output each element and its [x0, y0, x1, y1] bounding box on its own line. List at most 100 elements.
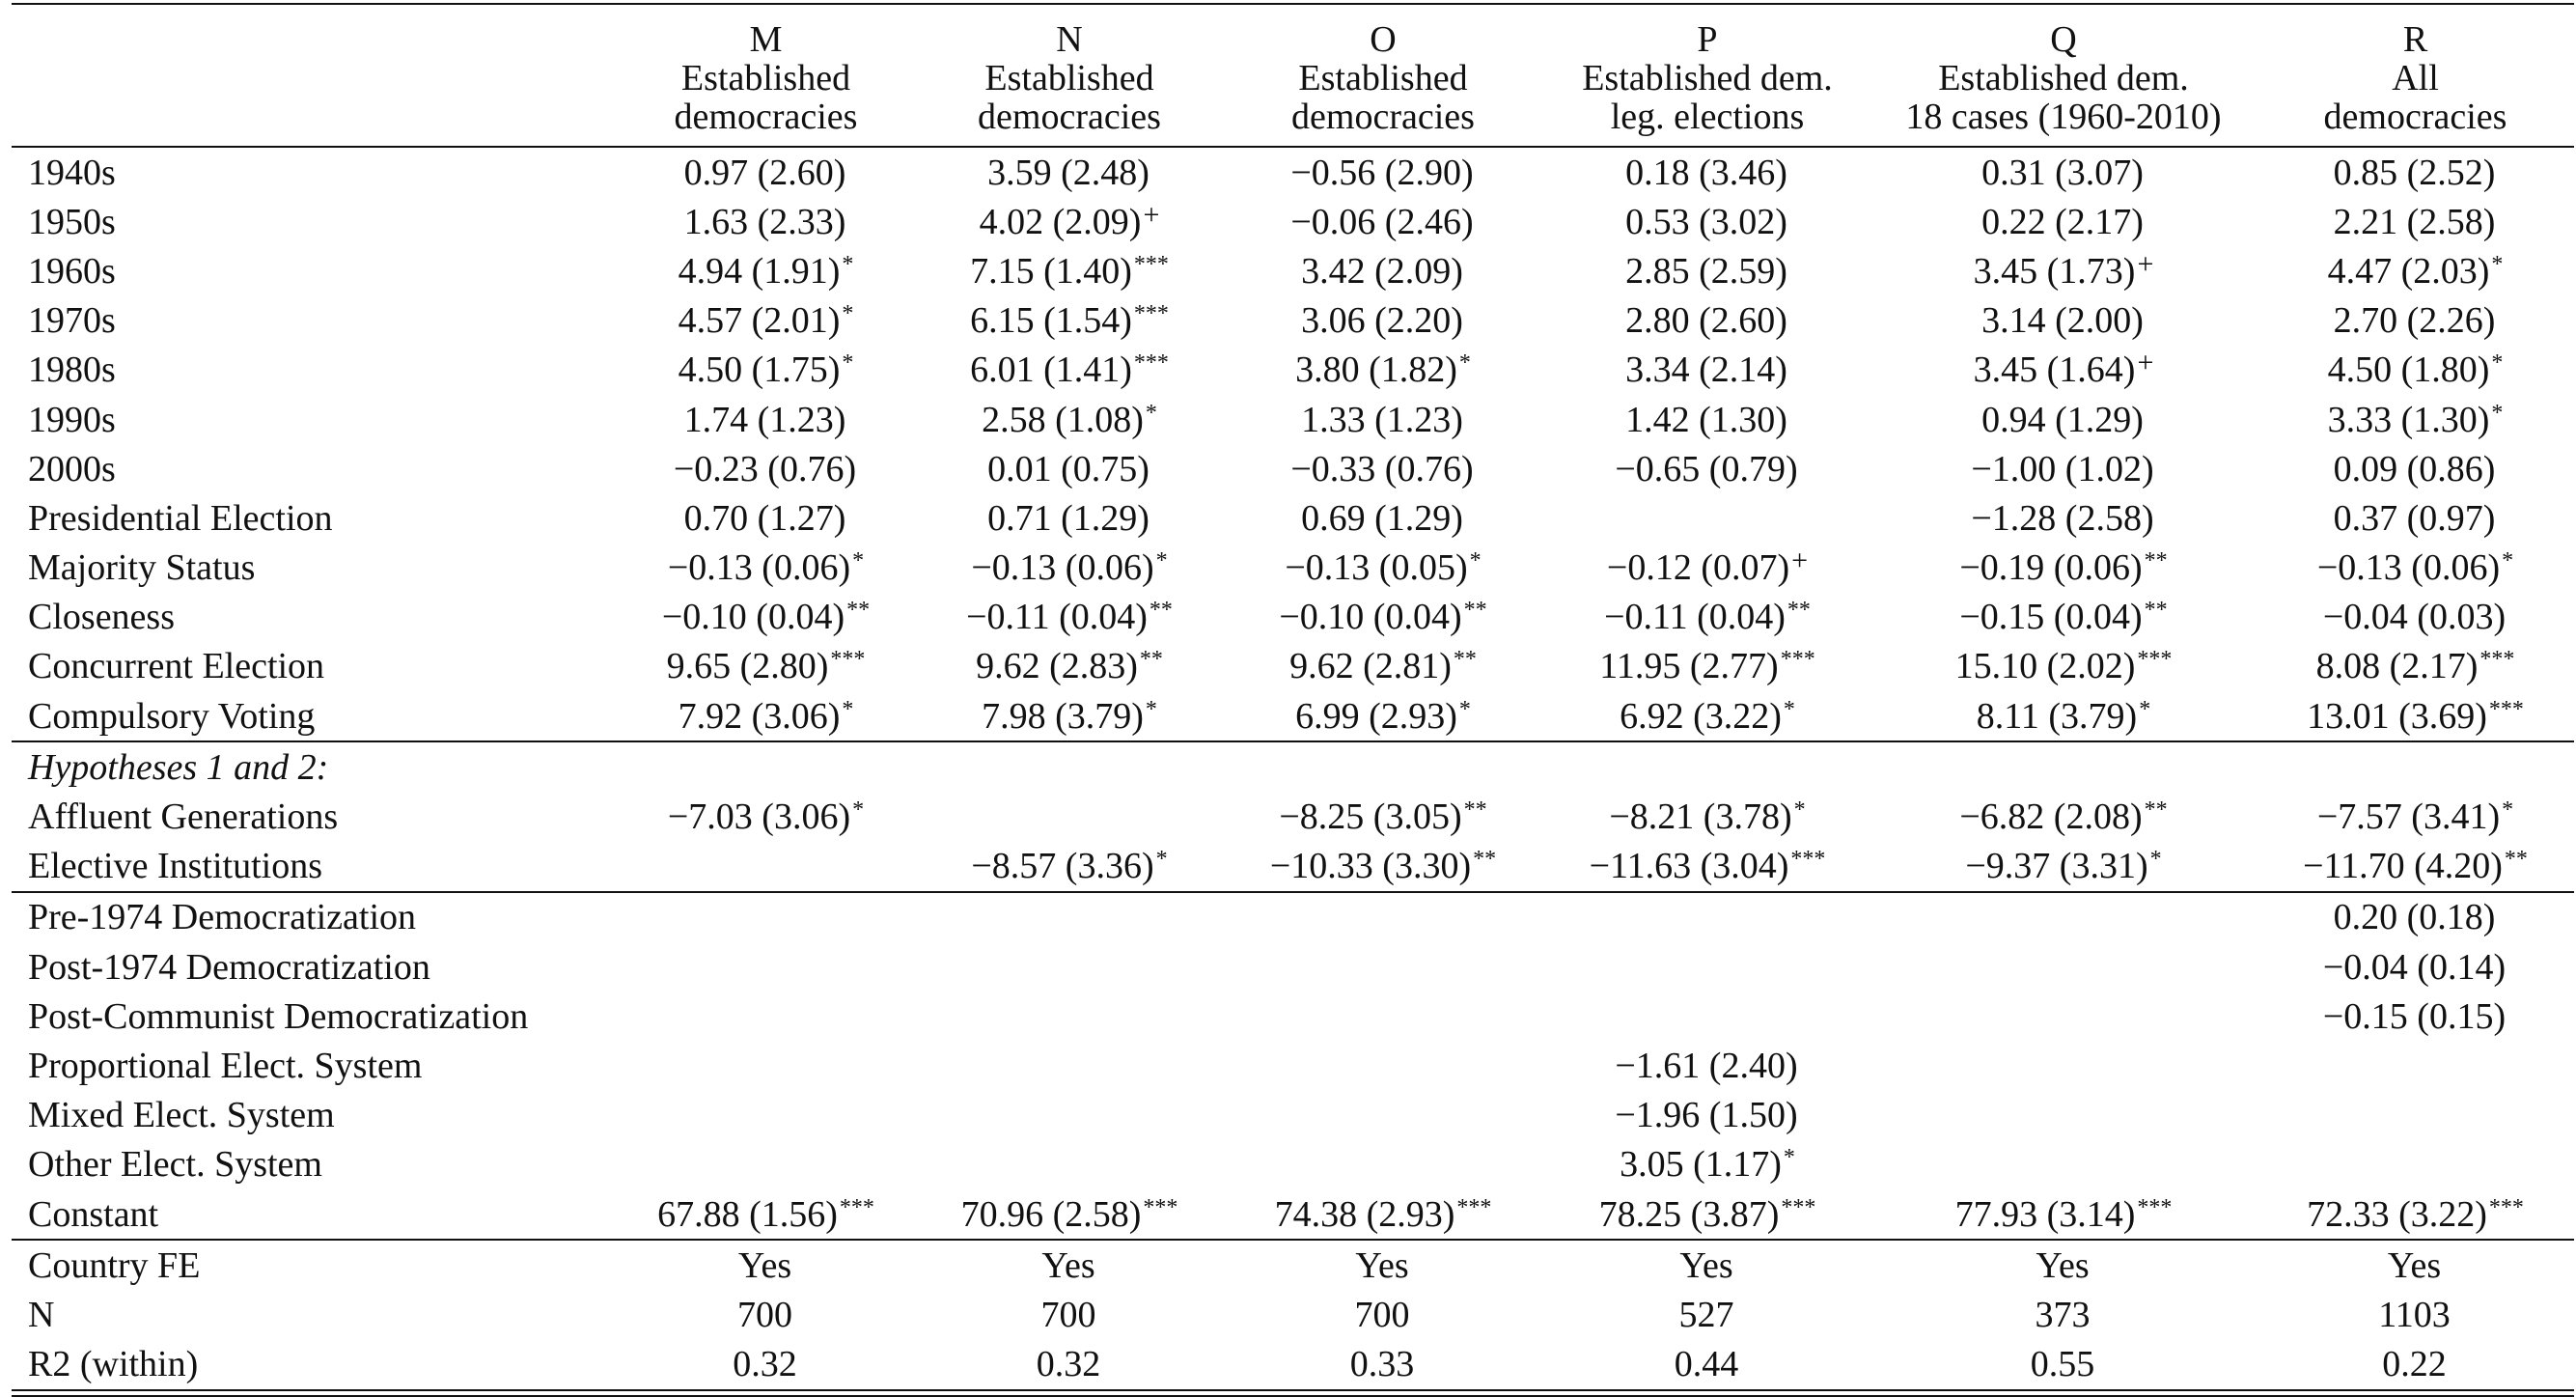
- table-cell: 6.92 (3.22)*: [1544, 691, 1870, 741]
- cell-content: [1382, 949, 1384, 986]
- column-header: M Established democracies: [615, 4, 917, 148]
- cell-content: 67.88 (1.56)***: [657, 1196, 874, 1233]
- table-cell: 2.70 (2.26): [2257, 296, 2574, 346]
- table-cell: [1222, 1140, 1544, 1189]
- column-title-line1: Established: [680, 58, 851, 98]
- cell-value: −0.13 (0.05): [1285, 547, 1468, 589]
- significance-marker: **: [1139, 647, 1163, 673]
- cell-content: 9.65 (2.80)***: [667, 648, 866, 685]
- cell-value: 6.15 (1.54): [970, 300, 1132, 342]
- cell-value: 9.62 (2.83): [976, 646, 1138, 687]
- cell-content: [2415, 749, 2417, 786]
- table-row: 2000s −0.23 (0.76) 0.01 (0.75) −0.33 (0.76)…: [12, 444, 2574, 493]
- column-title-line2: leg. elections: [1610, 97, 1805, 137]
- significance-marker: *: [2491, 350, 2504, 377]
- table-cell: [615, 1140, 917, 1189]
- cell-value: 3.06 (2.20): [1301, 300, 1463, 342]
- significance-marker: ***: [2488, 1194, 2524, 1220]
- cell-value: 4.57 (2.01): [678, 300, 841, 342]
- significance-marker: **: [1463, 598, 1487, 624]
- table-cell: 0.37 (0.97): [2257, 493, 2574, 543]
- regression-table: M Established democracies N Established …: [12, 3, 2574, 1391]
- column-title-line2: 18 cases (1960-2010): [1905, 97, 2222, 137]
- table-cell: −8.57 (3.36)*: [917, 842, 1222, 892]
- table-cell: [1544, 942, 1870, 992]
- table-cell: −0.15 (0.04)**: [1870, 593, 2257, 642]
- cell-value: 4.50 (1.80): [2327, 349, 2490, 391]
- cell-value: 11.95 (2.77): [1599, 646, 1779, 687]
- cell-value: 700: [1040, 1294, 1096, 1335]
- significance-marker: +: [1791, 545, 1809, 577]
- significance-marker: ***: [1456, 1194, 1492, 1220]
- table-cell: [2257, 1041, 2574, 1090]
- cell-value: 0.97 (2.60): [683, 152, 846, 193]
- cell-content: 0.22 (2.17): [1981, 204, 2146, 240]
- table-cell: 9.62 (2.81)**: [1222, 642, 1544, 691]
- cell-value: −9.37 (3.31): [1965, 846, 2148, 887]
- cell-content: 0.44: [1675, 1346, 1741, 1383]
- cell-value: 77.93 (3.14): [1954, 1193, 2136, 1235]
- table-cell: −6.82 (2.08)**: [1870, 792, 2257, 841]
- table-cell: −11.63 (3.04)***: [1544, 842, 1870, 892]
- column-title-line1: Established dem.: [1582, 58, 1833, 98]
- cell-value: −8.21 (3.78): [1609, 796, 1792, 838]
- table-cell: 1.74 (1.23): [615, 395, 917, 444]
- cell-content: [2063, 998, 2064, 1035]
- cell-content: 700: [1355, 1297, 1412, 1333]
- cell-content: 1.74 (1.23): [684, 402, 848, 438]
- cell-value: 0.32: [733, 1344, 797, 1385]
- cell-value: −0.12 (0.07): [1606, 547, 1790, 589]
- table-cell: Yes: [1544, 1239, 1870, 1291]
- table-cell: [615, 740, 917, 793]
- cell-value: 15.10 (2.02): [1954, 646, 2136, 687]
- table-cell: 0.94 (1.29): [1870, 395, 2257, 444]
- table-cell: 1103: [2257, 1290, 2574, 1339]
- cell-value: −10.33 (3.30): [1269, 846, 1472, 887]
- table-cell: 3.33 (1.30)*: [2257, 395, 2574, 444]
- cell-content: 4.47 (2.03)*: [2328, 253, 2504, 290]
- table-cell: 3.42 (2.09): [1222, 246, 1544, 295]
- table-cell: 1.42 (1.30): [1544, 395, 1870, 444]
- cell-value: 0.94 (1.29): [1981, 399, 2144, 440]
- table-cell: 15.10 (2.02)***: [1870, 642, 2257, 691]
- cell-content: 0.31 (3.07): [1981, 154, 2146, 191]
- cell-content: 72.33 (3.22)***: [2307, 1196, 2524, 1233]
- cell-value: 0.71 (1.29): [987, 497, 1150, 539]
- significance-marker: *: [842, 696, 854, 722]
- cell-value: 0.37 (0.97): [2333, 497, 2496, 539]
- table-cell: −1.61 (2.40): [1544, 1041, 1870, 1090]
- table-row: Mixed Elect. System −1.96 (1.50): [12, 1091, 2574, 1140]
- cell-value: −7.03 (3.06): [667, 796, 851, 838]
- cell-content: Yes: [1355, 1247, 1410, 1284]
- cell-value: 7.15 (1.40): [970, 250, 1132, 292]
- cell-content: 0.18 (3.46): [1625, 154, 1789, 191]
- significance-marker: **: [1463, 797, 1487, 824]
- cell-value: 74.38 (2.93): [1274, 1193, 1455, 1235]
- row-label: 1980s: [28, 349, 116, 391]
- cell-value: 2.70 (2.26): [2333, 300, 2496, 342]
- cell-content: 0.01 (0.75): [987, 451, 1151, 488]
- cell-content: −11.70 (4.20)**: [2303, 848, 2528, 884]
- row-label: Pre-1974 Democratization: [12, 890, 615, 942]
- table-row: 1970s 4.57 (2.01)* 6.15 (1.54)*** 3.06 (2.2…: [12, 296, 2574, 346]
- cell-content: 0.32: [733, 1346, 799, 1383]
- cell-content: 0.33: [1350, 1346, 1417, 1383]
- table-cell: −0.06 (2.46): [1222, 197, 1544, 246]
- significance-marker: ***: [1780, 647, 1815, 673]
- cell-value: 3.42 (2.09): [1301, 250, 1463, 292]
- table-cell: 7.98 (3.79)*: [917, 691, 1222, 741]
- cell-content: −11.63 (3.04)***: [1590, 848, 1826, 884]
- table-cell: −0.19 (0.06)**: [1870, 544, 2257, 593]
- cell-content: 6.15 (1.54)***: [970, 302, 1169, 339]
- cell-value: 0.22: [2382, 1344, 2447, 1385]
- cell-content: 3.06 (2.20): [1301, 302, 1465, 339]
- cell-content: −0.13 (0.06)*: [971, 549, 1167, 586]
- cell-content: [765, 1097, 767, 1133]
- table-cell: −0.65 (0.79): [1544, 444, 1870, 493]
- cell-content: [1382, 998, 1384, 1035]
- cell-content: −6.82 (2.08)**: [1959, 798, 2167, 835]
- cell-content: 3.33 (1.30)*: [2328, 402, 2504, 438]
- table-cell: 3.80 (1.82)*: [1222, 346, 1544, 395]
- table-cell: [615, 890, 917, 942]
- cell-value: 0.55: [2030, 1344, 2095, 1385]
